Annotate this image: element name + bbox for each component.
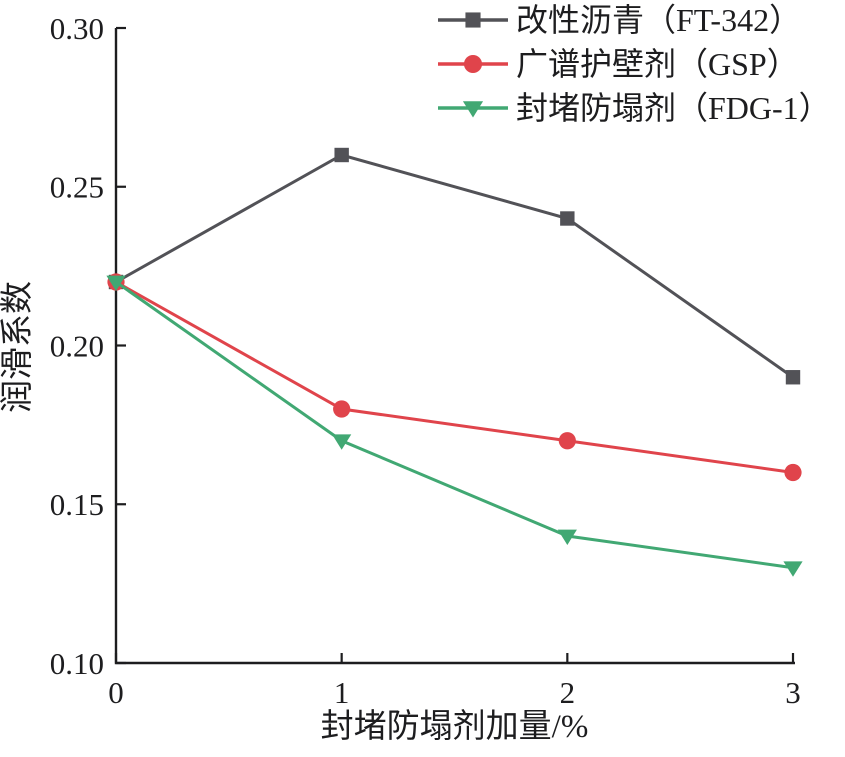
- data-point-circle: [463, 54, 483, 74]
- y-tick-label-0.25: 0.25: [50, 170, 104, 205]
- legend-label-ft342: 改性沥青（FT-342）: [516, 2, 802, 38]
- legend-item-fdg1: 封堵防塌剂（FDG-1）: [438, 86, 831, 130]
- data-point-circle: [558, 432, 576, 450]
- series-2: [106, 275, 803, 577]
- legend-label-fdg1: 封堵防塌剂（FDG-1）: [516, 90, 831, 126]
- data-point-circle: [333, 400, 351, 418]
- data-point-square: [785, 370, 801, 385]
- y-tick-label-0.15: 0.15: [50, 487, 104, 522]
- data-point-circle: [784, 463, 802, 482]
- legend-item-gsp: 广谱护壁剂（GSP）: [438, 42, 831, 86]
- data-point-triangle-down: [557, 529, 577, 545]
- y-axis-title: 润滑系数: [0, 281, 36, 413]
- data-point-square: [334, 147, 349, 163]
- y-tick-label-0.20: 0.20: [50, 328, 104, 363]
- series-line-2: [115, 280, 794, 570]
- x-tick-label-3: 3: [785, 675, 801, 710]
- x-axis-title: 封堵防塌剂加量/%: [320, 709, 589, 745]
- data-point-triangle-down: [106, 275, 126, 291]
- legend-triangle-marker-icon: [438, 101, 508, 118]
- legend-item-ft342: 改性沥青（FT-342）: [438, 0, 831, 42]
- data-point-triangle-down: [462, 101, 484, 118]
- legend-square-marker-icon: [438, 12, 508, 28]
- data-point-square: [465, 12, 481, 28]
- chart-legend: 改性沥青（FT-342） 广谱护壁剂（GSP） 封堵防塌剂（FDG-1）: [438, 0, 831, 130]
- series-1: [107, 273, 802, 482]
- legend-circle-marker-icon: [438, 54, 508, 74]
- x-tick-label-1: 1: [334, 675, 350, 710]
- data-point-triangle-down: [332, 434, 352, 450]
- series-line-0: [115, 153, 794, 379]
- x-tick-label-2: 2: [560, 675, 576, 710]
- x-tick-label-0: 0: [108, 675, 124, 710]
- y-tick-label-0.10: 0.10: [50, 646, 104, 681]
- data-point-triangle-down: [783, 561, 803, 577]
- legend-label-gsp: 广谱护壁剂（GSP）: [516, 46, 799, 82]
- y-tick-label-0.30: 0.30: [50, 11, 104, 46]
- data-point-square: [560, 211, 575, 226]
- series-line-1: [115, 280, 794, 474]
